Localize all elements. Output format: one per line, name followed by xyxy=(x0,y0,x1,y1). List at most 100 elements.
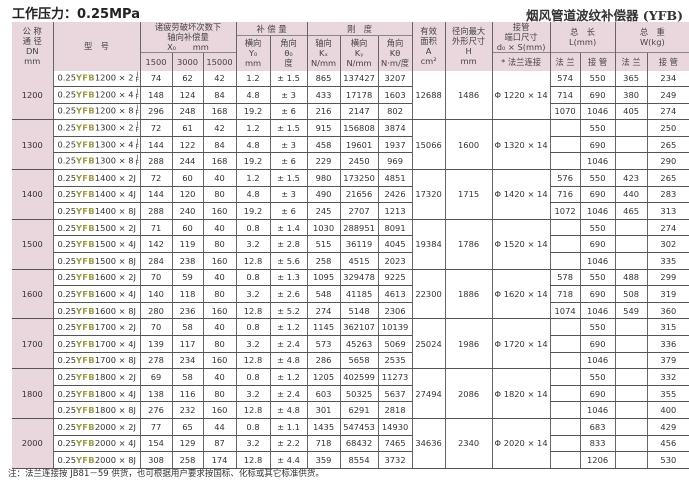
axial-comp-15000: 42 xyxy=(202,119,237,137)
spec-table: 公 称 通 径 DN mm 型 号 诸疲劳破坏次数下 轴向补偿量 X₀ mm 补… xyxy=(12,22,689,469)
axial-comp-15000: 174 xyxy=(202,451,237,469)
axial-stiffness: 490 xyxy=(306,186,341,204)
lateral-stiffness: 2707 xyxy=(339,202,379,220)
axial-comp-3000: 61 xyxy=(171,119,203,137)
effective-area: 19384 xyxy=(411,219,446,270)
weight-flange: 508 xyxy=(614,285,648,303)
header-pipe-end: 接管 端口尺寸 d₀ × S(mm) xyxy=(491,22,551,53)
connection-top: J xyxy=(136,104,139,112)
angular-comp: ± 3 xyxy=(269,186,308,204)
axial-comp-1500: 77 xyxy=(139,418,172,436)
header-area: 有效 面积 A cm² xyxy=(411,22,446,71)
lateral-comp: 19.2 xyxy=(235,103,271,121)
axial-stiffness: 1145 xyxy=(306,318,341,336)
connection-top: J xyxy=(136,121,139,129)
model-pressure: 0.25 xyxy=(57,289,76,300)
axial-comp-1500: 69 xyxy=(139,368,172,386)
model-size: 1800 × 4J xyxy=(94,388,136,399)
model-pressure: 0.25 xyxy=(57,255,76,266)
angular-comp: ± 1.3 xyxy=(269,269,308,287)
angular-stiffness: 7465 xyxy=(377,435,413,453)
header-lateral-k: 横向 Kᵧ N/mm xyxy=(339,35,379,71)
weight-flange xyxy=(614,152,648,171)
table-row: 0.25YFB1800 × 8J 276 232 160 12.8 ± 4.8 301 629… xyxy=(12,401,689,419)
length-flange xyxy=(549,385,581,403)
lateral-stiffness: 329478 xyxy=(339,269,379,287)
axial-comp-1500: 280 xyxy=(139,302,172,320)
weight-pipe: 249 xyxy=(646,86,689,104)
lateral-stiffness: 6291 xyxy=(339,401,379,419)
model-pressure: 0.25 xyxy=(57,371,76,382)
weight-flange xyxy=(614,352,648,370)
table-row: 0.25YFB1200 × 8 J F 296 248 168 19.2 ± 6 216 2147… xyxy=(12,103,689,121)
model-pressure: 0.25 xyxy=(57,206,76,217)
axial-stiffness: 603 xyxy=(306,385,341,403)
model-size: 1500 × 8J xyxy=(94,255,136,266)
pipe-end-size: Φ 1720 × 14 xyxy=(491,318,551,370)
length-pipe: 550 xyxy=(579,219,616,237)
connection-top: J xyxy=(136,154,139,162)
model-series-code: YFB xyxy=(75,105,95,116)
axial-comp-3000: 236 xyxy=(171,302,203,320)
connection-bottom: F xyxy=(135,160,139,168)
axial-comp-3000: 258 xyxy=(171,451,203,469)
length-flange: 1074 xyxy=(549,302,581,320)
axial-stiffness: 1435 xyxy=(306,418,341,436)
model-series-code: YFB xyxy=(75,89,95,100)
angular-stiffness: 9225 xyxy=(377,269,413,287)
weight-flange xyxy=(614,119,648,137)
axial-stiffness: 548 xyxy=(306,285,341,303)
angular-comp: ± 2.2 xyxy=(269,435,308,453)
model-series-code: YFB xyxy=(75,189,95,200)
length-pipe: 550 xyxy=(579,169,616,187)
axial-stiffness: 274 xyxy=(306,302,341,320)
axial-comp-3000: 119 xyxy=(171,235,203,254)
header-weight: 总 重 W(kg) xyxy=(614,22,689,53)
nominal-diameter: 1400 xyxy=(12,169,53,220)
angular-stiffness: 5637 xyxy=(377,385,413,403)
axial-comp-15000: 80 xyxy=(202,335,237,353)
length-pipe: 1046 xyxy=(579,202,616,220)
axial-comp-15000: 80 xyxy=(202,285,237,303)
angular-stiffness: 2535 xyxy=(377,352,413,370)
header-dn: 公 称 通 径 DN mm xyxy=(12,22,53,71)
model-number: 0.25YFB1600 × 2J xyxy=(52,269,140,287)
model-pressure: 0.25 xyxy=(57,122,76,133)
axial-comp-15000: 160 xyxy=(202,252,237,270)
lateral-stiffness: 4515 xyxy=(339,252,379,270)
length-flange: 718 xyxy=(549,285,581,303)
model-pressure: 0.25 xyxy=(57,239,76,250)
axial-comp-3000: 60 xyxy=(171,219,203,237)
axial-comp-15000: 42 xyxy=(202,70,237,88)
length-pipe: 690 xyxy=(579,235,616,254)
axial-comp-3000: 244 xyxy=(171,152,203,171)
weight-flange xyxy=(614,418,648,436)
axial-stiffness: 433 xyxy=(306,86,341,104)
max-outer-size: 1786 xyxy=(444,219,493,270)
max-outer-size: 1486 xyxy=(444,70,493,121)
model-number: 0.25YFB1500 × 4J xyxy=(52,235,140,254)
model-number: 0.25YFB1400 × 8J xyxy=(52,202,140,220)
length-flange xyxy=(549,368,581,386)
pipe-end-size: Φ 1320 × 14 xyxy=(491,119,551,171)
angular-comp: ± 3 xyxy=(269,86,308,104)
angular-stiffness: 1937 xyxy=(377,136,413,154)
length-pipe: 550 xyxy=(579,119,616,137)
model-number: 0.25YFB1500 × 2J xyxy=(52,219,140,237)
angular-comp: ± 5.2 xyxy=(269,302,308,320)
nominal-diameter: 1600 xyxy=(12,269,53,320)
table-row: 0.25YFB1700 × 4J 139 117 80 3.2 ± 2.4 573 45263… xyxy=(12,335,689,353)
model-size: 1600 × 2J xyxy=(94,272,136,283)
table-row: 0.25YFB1800 × 4J 138 116 80 3.2 ± 2.4 603 50325… xyxy=(12,385,689,403)
model-size: 1800 × 8J xyxy=(94,405,136,416)
weight-flange xyxy=(614,136,648,154)
model-series-code: YFB xyxy=(75,371,95,382)
weight-pipe: 265 xyxy=(646,136,689,154)
model-number: 0.25YFB1400 × 4J xyxy=(52,186,140,204)
page-title: 工作压力：0.25MPa xyxy=(12,7,140,22)
axial-stiffness: 865 xyxy=(306,70,341,88)
length-pipe: 833 xyxy=(579,435,616,453)
axial-comp-3000: 240 xyxy=(171,202,203,220)
length-flange xyxy=(549,252,581,270)
